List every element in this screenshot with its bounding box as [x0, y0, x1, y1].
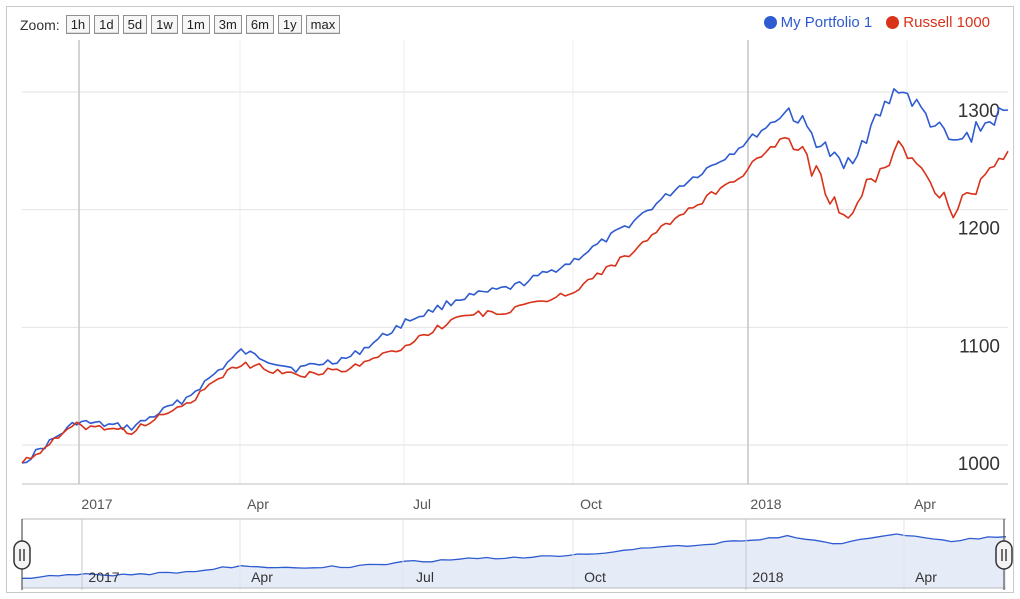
zoom-bar: Zoom: 1h 1d 5d 1w 1m 3m 6m 1y max — [20, 15, 341, 34]
navigator-tick-label: 2018 — [752, 569, 783, 585]
navigator-tick-label: Apr — [251, 569, 273, 585]
x-tick-label: 2017 — [81, 496, 112, 512]
zoom-1h-button[interactable]: 1h — [65, 15, 91, 34]
x-tick-label: Apr — [247, 496, 269, 512]
series-line-russell — [21, 136, 1009, 464]
zoom-1y-button[interactable]: 1y — [277, 15, 302, 34]
navigator-tick-label: Oct — [584, 569, 606, 585]
zoom-6m-button[interactable]: 6m — [245, 15, 274, 34]
legend-dot-portfolio — [763, 16, 777, 29]
legend-item-portfolio[interactable]: My Portfolio 1 — [763, 14, 873, 31]
zoom-5d-button[interactable]: 5d — [122, 15, 148, 34]
chart-frame — [6, 6, 1014, 593]
legend-dot-russell — [886, 16, 900, 29]
navigator-tick-label: 2017 — [88, 569, 119, 585]
y-tick-label: 1300 — [958, 101, 1000, 122]
zoom-1d-button[interactable]: 1d — [94, 15, 119, 34]
zoom-1m-button[interactable]: 1m — [181, 15, 210, 34]
x-tick-label: Oct — [580, 496, 602, 512]
y-tick-label: 1200 — [958, 219, 1000, 240]
series-line-portfolio — [21, 88, 1009, 464]
y-tick-label: 1000 — [958, 454, 1000, 475]
navigator-tick-label: Apr — [915, 569, 937, 585]
legend-label-portfolio: My Portfolio 1 — [780, 14, 873, 31]
x-tick-label: Apr — [914, 496, 936, 512]
zoom-1w-button[interactable]: 1w — [151, 15, 178, 34]
navigator-line — [22, 533, 1007, 579]
y-tick-label: 1100 — [959, 336, 1000, 357]
navigator-left-handle[interactable] — [13, 519, 31, 590]
navigator-left-handle-grip — [13, 540, 31, 570]
navigator-right-handle-grip — [995, 540, 1013, 570]
navigator-area — [22, 534, 1006, 588]
x-tick-label: Jul — [413, 496, 431, 512]
zoom-3m-button[interactable]: 3m — [213, 15, 242, 34]
legend: My Portfolio 1 Russell 1000 — [763, 14, 990, 31]
legend-item-russell[interactable]: Russell 1000 — [886, 14, 990, 31]
navigator-tick-label: Jul — [416, 569, 434, 585]
navigator-right-handle[interactable] — [995, 519, 1013, 590]
zoom-label: Zoom: — [20, 16, 60, 33]
x-tick-label: 2018 — [750, 496, 781, 512]
legend-label-russell: Russell 1000 — [903, 14, 990, 31]
zoom-max-button[interactable]: max — [305, 15, 341, 34]
